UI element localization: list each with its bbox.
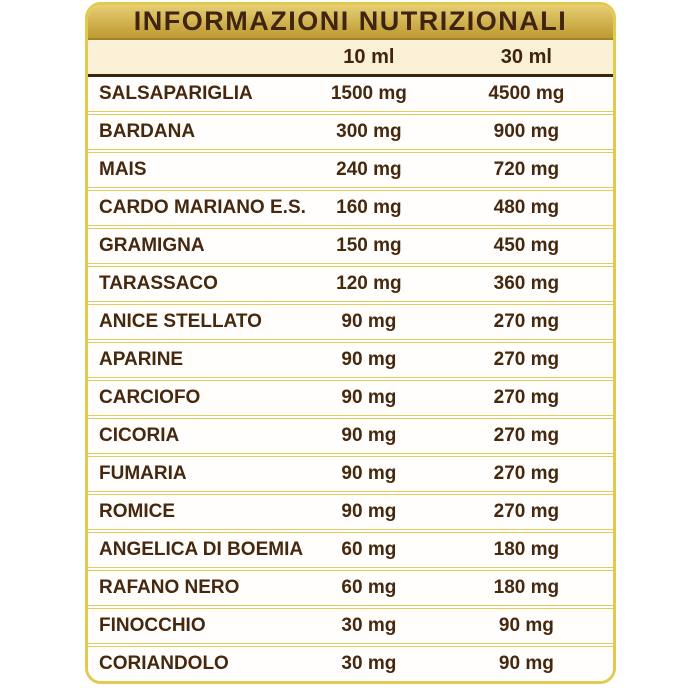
amount-30ml: 180 mg — [493, 577, 560, 598]
table-title-band: INFORMAZIONI NUTRIZIONALI — [88, 5, 613, 40]
amount-30ml: 360 mg — [493, 273, 560, 294]
table-row: CARCIOFO 90 mg 270 mg — [88, 377, 613, 415]
table-row: TARASSACO 120 mg 360 mg — [88, 263, 613, 301]
amount-30ml: 270 mg — [493, 463, 560, 484]
ingredient-name: APARINE — [99, 349, 184, 370]
amount-30ml: 900 mg — [493, 121, 560, 142]
amount-10ml: 240 mg — [336, 159, 402, 180]
table-row: BARDANA 300 mg 900 mg — [88, 111, 613, 149]
amount-30ml: 180 mg — [493, 539, 560, 560]
amount-10ml: 1500 mg — [330, 83, 407, 104]
table-row: MAIS 240 mg 720 mg — [88, 149, 613, 187]
ingredient-name: BARDANA — [99, 121, 196, 142]
amount-10ml: 90 mg — [341, 311, 397, 332]
amount-10ml: 160 mg — [336, 197, 402, 218]
ingredient-name: SALSAPARIGLIA — [99, 83, 253, 104]
amount-30ml: 4500 mg — [488, 83, 565, 104]
table-row: CICORIA 90 mg 270 mg — [88, 415, 613, 453]
amount-10ml: 90 mg — [341, 501, 397, 522]
amount-30ml: 270 mg — [493, 387, 560, 408]
ingredient-name: FUMARIA — [99, 463, 187, 484]
amount-30ml: 720 mg — [493, 159, 560, 180]
table-row: RAFANO NERO 60 mg 180 mg — [88, 567, 613, 605]
amount-10ml: 30 mg — [341, 653, 397, 674]
amount-10ml: 60 mg — [341, 577, 397, 598]
amount-30ml: 270 mg — [493, 425, 560, 446]
amount-10ml: 90 mg — [341, 425, 397, 446]
amount-10ml: 150 mg — [336, 235, 402, 256]
table-row: ANICE STELLATO 90 mg 270 mg — [88, 301, 613, 339]
amount-30ml: 270 mg — [493, 501, 560, 522]
table-row: CARDO MARIANO E.S. 160 mg 480 mg — [88, 187, 613, 225]
amount-30ml: 450 mg — [493, 235, 560, 256]
table-row: APARINE 90 mg 270 mg — [88, 339, 613, 377]
column-header-10ml: 10 ml — [343, 45, 395, 68]
table-row: ANGELICA DI BOEMIA 60 mg 180 mg — [88, 529, 613, 567]
ingredient-name: ANICE STELLATO — [99, 311, 262, 332]
table-row: GRAMIGNA 150 mg 450 mg — [88, 225, 613, 263]
table-row: FUMARIA 90 mg 270 mg — [88, 453, 613, 491]
table-title: INFORMAZIONI NUTRIZIONALI — [133, 6, 568, 36]
table-row: ROMICE 90 mg 270 mg — [88, 491, 613, 529]
ingredient-name: MAIS — [99, 159, 147, 180]
amount-10ml: 120 mg — [336, 273, 402, 294]
ingredient-name: CICORIA — [99, 425, 180, 446]
amount-10ml: 60 mg — [341, 539, 397, 560]
ingredient-name: ANGELICA DI BOEMIA — [99, 539, 304, 560]
column-header-row: 10 ml 30 ml — [88, 40, 613, 77]
ingredient-name: CARDO MARIANO E.S. — [99, 197, 306, 218]
amount-10ml: 90 mg — [341, 463, 397, 484]
table-row: FINOCCHIO 30 mg 90 mg — [88, 605, 613, 643]
ingredient-name: RAFANO NERO — [99, 577, 240, 598]
amount-30ml: 90 mg — [498, 615, 554, 636]
ingredient-name: FINOCCHIO — [99, 615, 206, 636]
amount-30ml: 480 mg — [493, 197, 560, 218]
amount-10ml: 90 mg — [341, 349, 397, 370]
amount-10ml: 300 mg — [336, 121, 402, 142]
ingredient-name: CORIANDOLO — [99, 653, 229, 674]
table-row: CORIANDOLO 30 mg 90 mg — [88, 643, 613, 681]
table-body: SALSAPARIGLIA 1500 mg 4500 mg BARDANA 30… — [88, 77, 613, 681]
ingredient-name: GRAMIGNA — [99, 235, 205, 256]
amount-10ml: 30 mg — [341, 615, 397, 636]
amount-10ml: 90 mg — [341, 387, 397, 408]
amount-30ml: 270 mg — [493, 349, 560, 370]
nutrition-facts-table: INFORMAZIONI NUTRIZIONALI 10 ml 30 ml SA… — [85, 2, 616, 684]
amount-30ml: 90 mg — [498, 653, 554, 674]
table-row: SALSAPARIGLIA 1500 mg 4500 mg — [88, 77, 613, 111]
amount-30ml: 270 mg — [493, 311, 560, 332]
ingredient-name: CARCIOFO — [99, 387, 201, 408]
ingredient-name: ROMICE — [99, 501, 175, 522]
ingredient-name: TARASSACO — [99, 273, 218, 294]
column-header-30ml: 30 ml — [500, 45, 552, 68]
